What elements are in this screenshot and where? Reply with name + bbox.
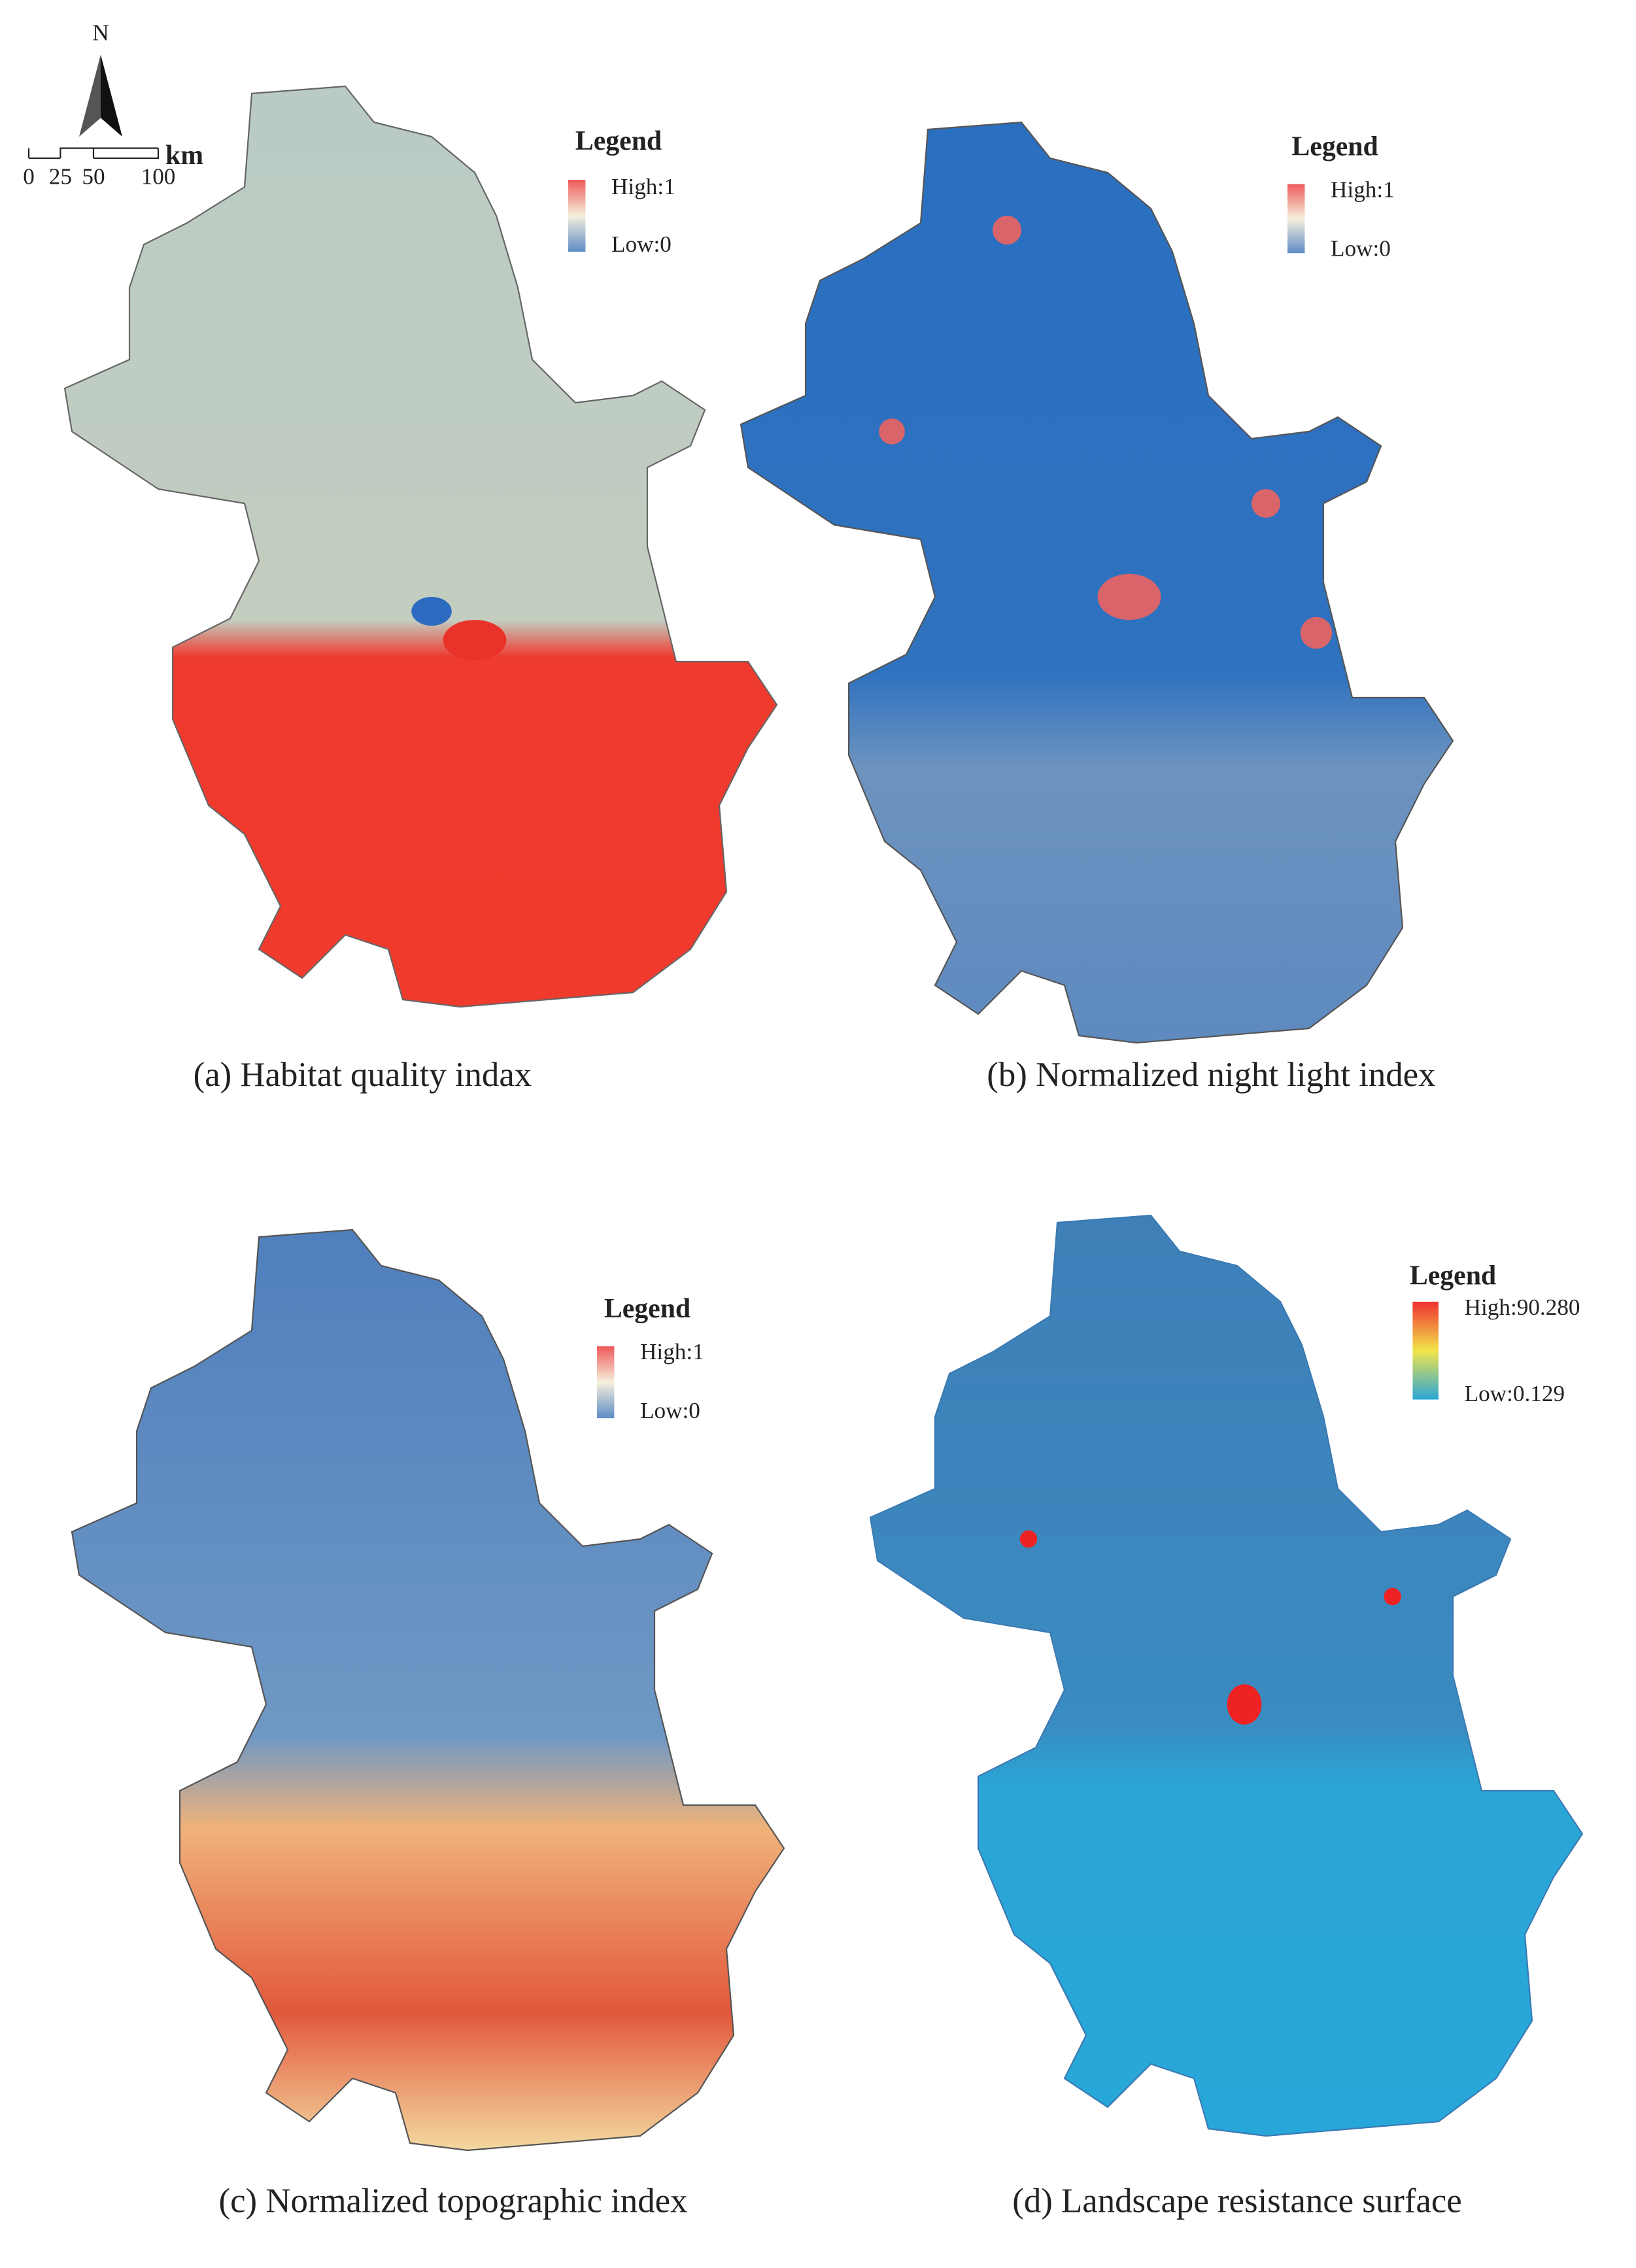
caption: (a) Habitat quality indax	[194, 1056, 532, 1094]
map	[71, 1228, 785, 2152]
legend-title: Legend	[1410, 1261, 1496, 1291]
legend-bar	[597, 1346, 615, 1419]
legend-high: High:1	[640, 1339, 704, 1364]
north-label: N	[92, 20, 109, 46]
legend-low: Low:0	[640, 1398, 700, 1423]
lake	[443, 620, 507, 660]
map	[63, 85, 778, 1008]
caption: (c) Normalized topographic index	[219, 2182, 688, 2220]
scale-label: 25	[49, 164, 72, 190]
city	[993, 216, 1021, 245]
city	[1097, 573, 1161, 620]
legend-title: Legend	[604, 1294, 690, 1324]
panel: Legend High:1 Low:0 (a) Habitat quality …	[63, 85, 778, 1094]
panel: Legend High:1 Low:0 (c) Normalized topog…	[71, 1228, 785, 2220]
scale-label: 100	[141, 164, 176, 190]
scale-label: 50	[82, 164, 105, 190]
legend-bar	[1287, 184, 1305, 254]
scale-unit: km	[165, 141, 203, 171]
legend-title: Legend	[1291, 132, 1378, 162]
panel: Legend High:1 Low:0 (b) Normalized night…	[740, 121, 1454, 1094]
legend-low: Low:0.129	[1465, 1381, 1565, 1406]
scale-bar	[27, 147, 160, 160]
hotspot	[1384, 1587, 1401, 1606]
city	[1300, 617, 1333, 649]
north-arrow	[101, 54, 122, 137]
hotspot	[1227, 1684, 1262, 1725]
city	[879, 418, 905, 445]
legend-title: Legend	[575, 126, 662, 156]
layout: N 0 25 50 100 km Legend High:1 Low:0 (a)…	[23, 20, 1584, 2220]
map	[869, 1214, 1584, 2137]
panel: Legend High:90.280 Low:0.129 (d) Landsca…	[869, 1214, 1584, 2220]
legend-bar	[568, 180, 586, 252]
legend-low: Low:0	[1331, 236, 1391, 262]
legend-high: High:1	[611, 174, 675, 199]
city	[1252, 489, 1280, 518]
north-arrow	[79, 54, 101, 137]
legend-bar	[1412, 1302, 1439, 1400]
water	[411, 597, 452, 626]
legend-high: High:1	[1331, 177, 1395, 202]
caption: (d) Landscape resistance surface	[1012, 2182, 1461, 2220]
hotspot	[1019, 1530, 1038, 1548]
legend-high: High:90.280	[1465, 1295, 1580, 1320]
scale-label: 0	[23, 164, 35, 190]
legend-low: Low:0	[611, 231, 672, 257]
caption: (b) Normalized night light index	[987, 1056, 1435, 1094]
